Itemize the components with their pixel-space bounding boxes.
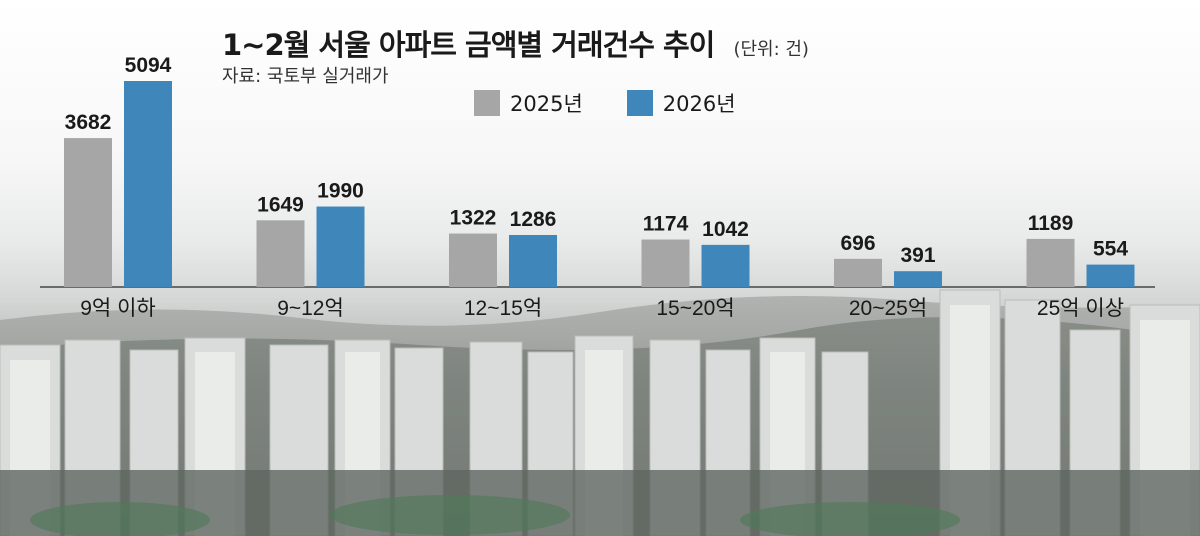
data-label-2026-1: 1990 — [317, 180, 364, 203]
bar-2025-0 — [64, 138, 112, 287]
category-label-0: 9억 이하 — [80, 297, 155, 320]
bar-2025-4 — [834, 258, 882, 287]
data-label-2025-2: 1322 — [450, 207, 497, 230]
title-row: 1~2월 서울 아파트 금액별 거래건수 추이 (단위: 건) — [222, 22, 809, 64]
bar-2026-4 — [894, 271, 942, 287]
bar-2026-0 — [124, 81, 172, 287]
data-label-2026-5: 554 — [1093, 238, 1128, 261]
data-label-2025-1: 1649 — [257, 193, 304, 216]
data-label-2025-3: 1174 — [643, 213, 689, 236]
data-label-2026-2: 1286 — [510, 208, 557, 231]
category-label-4: 20~25억 — [849, 297, 927, 320]
legend-item-2026: 2026년 — [626, 88, 736, 118]
chart-title: 1~2월 서울 아파트 금액별 거래건수 추이 — [222, 28, 715, 62]
category-label-5: 25억 이상 — [1037, 297, 1124, 320]
data-label-2025-5: 1189 — [1028, 212, 1074, 235]
bar-2025-5 — [1026, 238, 1075, 287]
unit-label: (단위: 건) — [733, 39, 809, 60]
bar-2025-3 — [641, 239, 690, 287]
bar-2026-2 — [509, 234, 557, 287]
legend: 2025년 2026년 — [474, 88, 780, 118]
category-label-1: 9~12억 — [277, 297, 344, 320]
legend-swatch-2025 — [474, 90, 500, 116]
data-label-2026-3: 1042 — [702, 218, 749, 241]
data-label-2025-0: 3682 — [65, 111, 112, 134]
bar-2026-5 — [1086, 264, 1135, 287]
category-label-2: 12~15억 — [464, 297, 542, 320]
bar-2025-1 — [256, 220, 305, 287]
legend-label-2026: 2026년 — [662, 92, 736, 116]
source-note: 자료: 국토부 실거래가 — [222, 66, 389, 87]
bar-2026-3 — [701, 244, 750, 287]
category-label-3: 15~20억 — [656, 297, 734, 320]
data-label-2026-0: 5094 — [125, 54, 172, 77]
legend-item-2025: 2025년 — [474, 88, 583, 118]
data-label-2025-4: 696 — [840, 232, 875, 255]
bar-2025-2 — [449, 233, 497, 287]
bar-chart: 3682 5094 9억 이하 1649 1990 9~12억 1322 1286 12~15억… — [40, 54, 1155, 320]
legend-swatch-2026 — [626, 90, 653, 116]
legend-label-2025: 2025년 — [510, 92, 583, 116]
data-label-2026-4: 391 — [900, 244, 935, 267]
bar-2026-1 — [316, 206, 365, 287]
